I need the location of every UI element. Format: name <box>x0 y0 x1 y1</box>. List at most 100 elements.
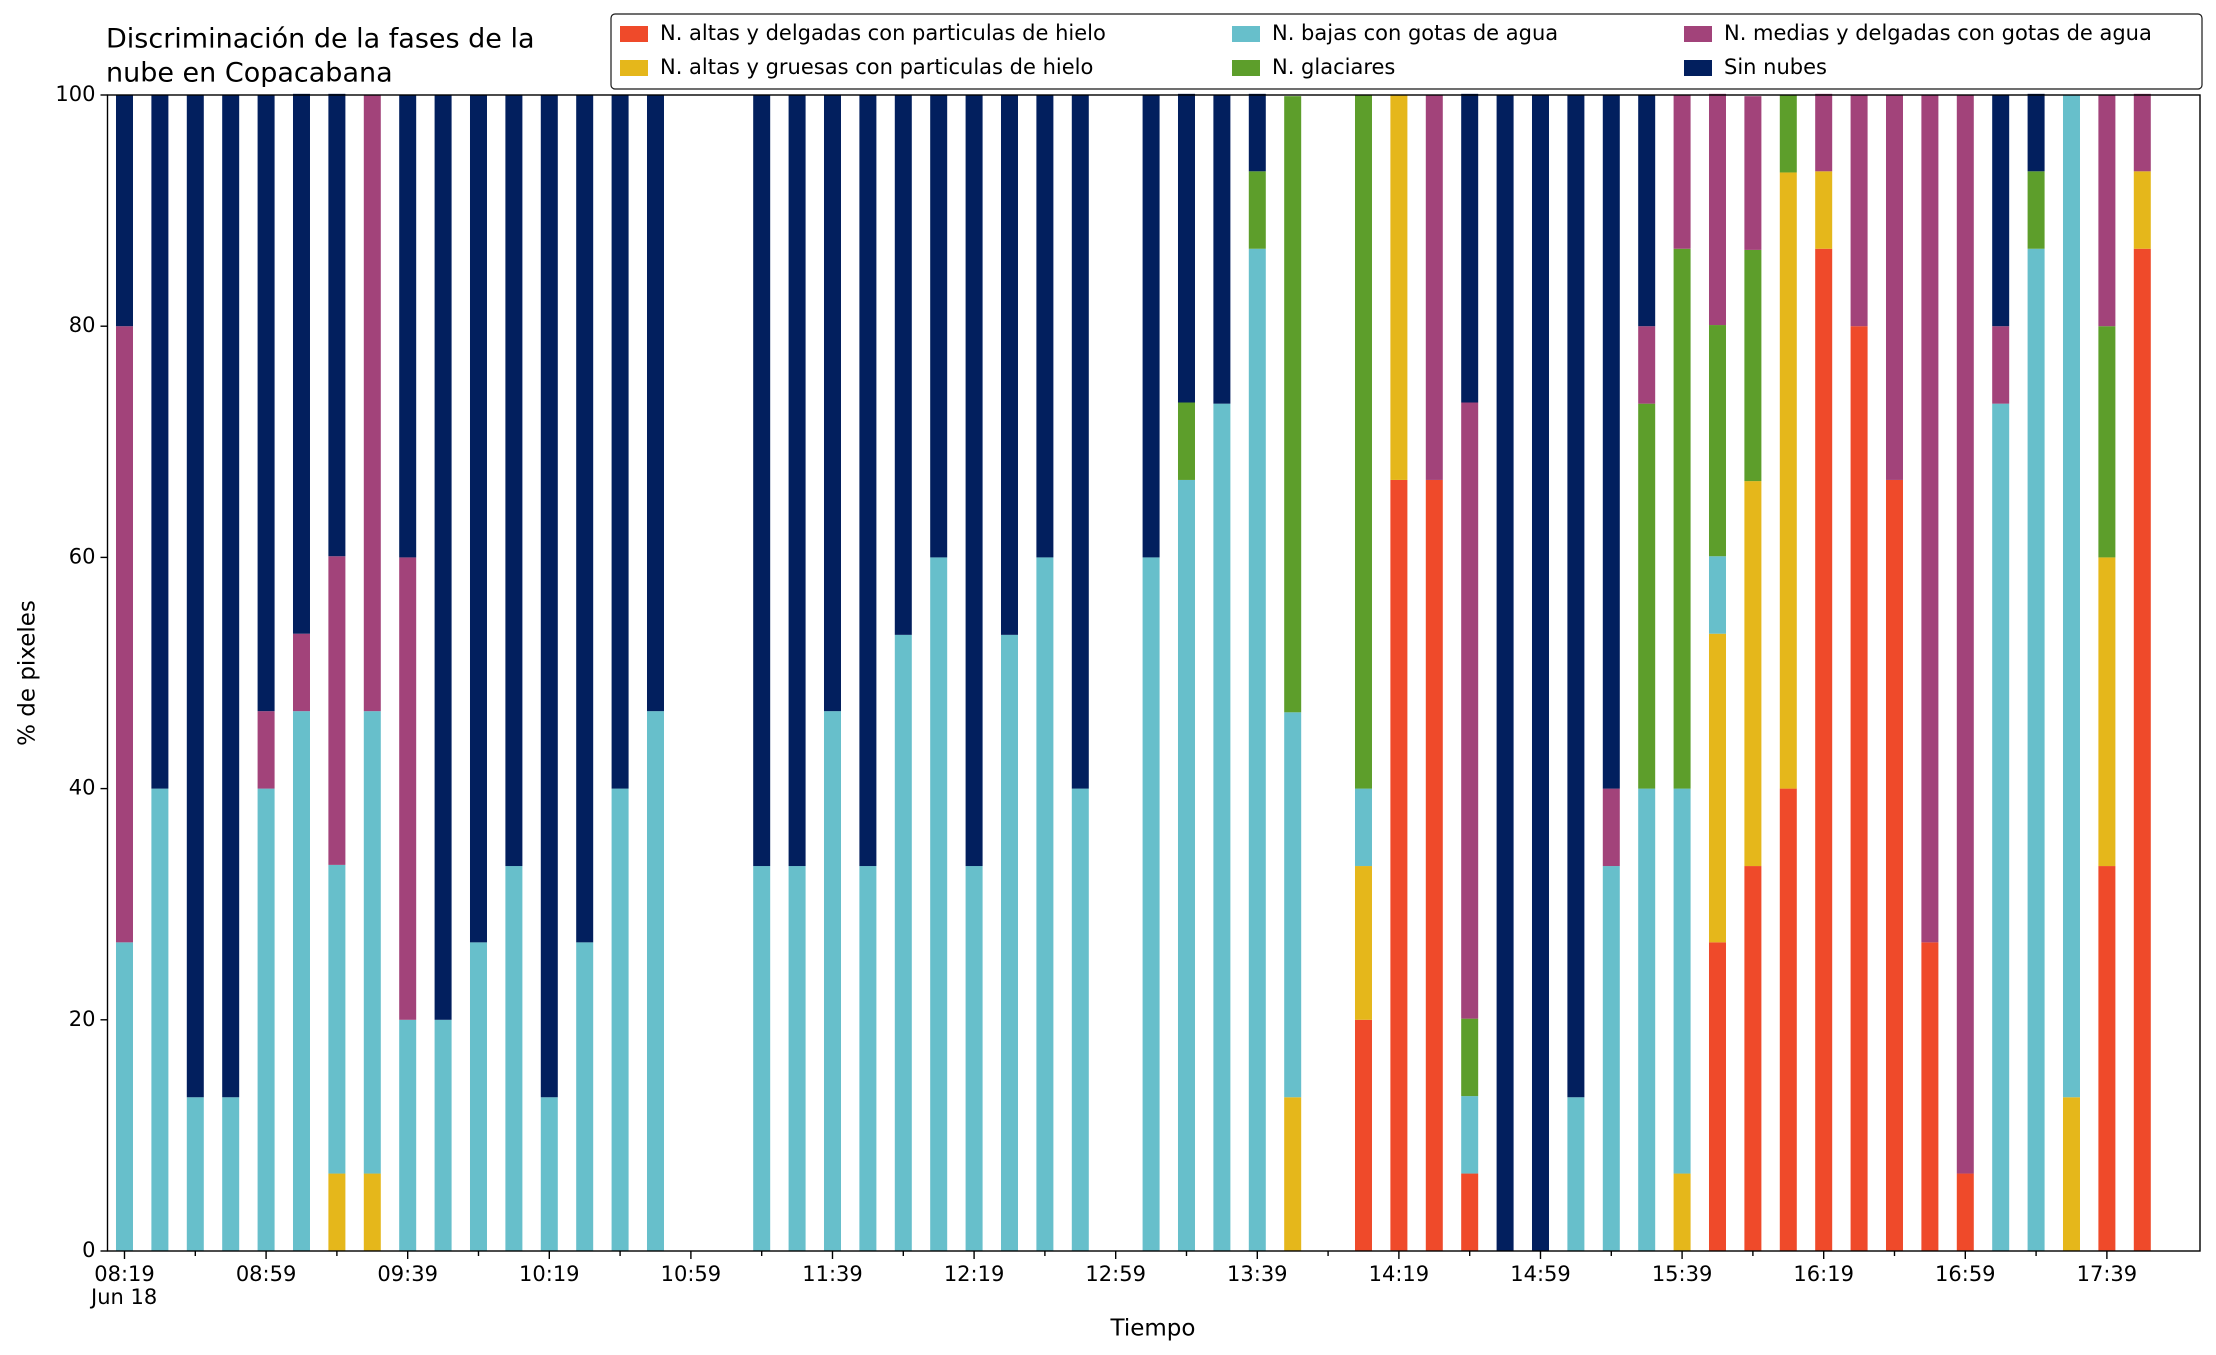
y-tick-label: 20 <box>69 1007 96 1031</box>
x-tick-label: 14:59 <box>1510 1262 1571 1286</box>
y-tick-label: 60 <box>69 544 96 568</box>
bar-segment <box>1177 93 1195 403</box>
x-tick-label: 11:39 <box>802 1262 863 1286</box>
bar-segment <box>1779 788 1797 1251</box>
legend-swatch <box>1684 60 1712 76</box>
bar-segment <box>2133 171 2151 249</box>
bar-segment <box>1673 95 1691 249</box>
legend-swatch <box>1232 60 1260 76</box>
bar-segment <box>2062 95 2080 1098</box>
bar-segment <box>2098 326 2116 558</box>
bar-segment <box>1744 249 1762 482</box>
bar-segment <box>2027 171 2045 249</box>
bar-segment <box>1815 171 1833 249</box>
bar-segment <box>1850 326 1868 1251</box>
plot-frame <box>106 94 2201 1252</box>
bar-segment <box>2027 248 2045 1252</box>
bar-segment <box>1850 95 1868 327</box>
bar-segment <box>505 95 523 867</box>
bar-segment <box>823 711 841 1251</box>
legend-swatch <box>1684 26 1712 42</box>
bar-segment <box>151 788 169 1251</box>
bar-segment <box>1354 866 1372 1020</box>
bar-segment <box>222 95 240 1098</box>
bar-segment <box>1708 942 1726 1251</box>
bar-segment <box>1461 1096 1479 1174</box>
bar-segment <box>753 95 771 867</box>
bar-segment <box>611 95 629 789</box>
bar-segment <box>328 93 346 557</box>
bar-segment <box>540 1097 558 1251</box>
bar-segment <box>1461 93 1479 403</box>
bar-segment <box>222 1097 240 1251</box>
bar-segment <box>115 326 133 943</box>
bar-segment <box>1284 712 1302 1098</box>
bar-segment <box>1921 942 1939 1251</box>
bar-segment <box>1177 479 1195 1251</box>
bar-segment <box>257 95 275 712</box>
bar-segment <box>1567 95 1585 1098</box>
chart-title: nube en Copacabana <box>106 58 393 89</box>
bar-segment <box>1779 172 1797 789</box>
bar-segment <box>576 942 594 1251</box>
bar-segment <box>292 633 310 712</box>
bar-segment <box>1425 95 1443 480</box>
bar-segment <box>1354 788 1372 867</box>
bar-segment <box>1142 557 1160 1251</box>
bar-segment <box>2027 93 2045 172</box>
bar-segment <box>434 1019 452 1251</box>
x-axis-label: Tiempo <box>1110 1316 1196 1342</box>
legend-label: N. altas y gruesas con particulas de hie… <box>660 55 1093 79</box>
bar-segment <box>1425 479 1443 1251</box>
bar-segment <box>328 1173 346 1251</box>
bar-segment <box>1992 403 2010 1252</box>
bar-segment <box>1602 866 1620 1251</box>
bar-segment <box>2098 866 2116 1251</box>
bar-segment <box>1248 248 1266 1252</box>
bar-segment <box>399 1019 417 1251</box>
bar-segment <box>1000 634 1018 1251</box>
bar-segment <box>859 95 877 867</box>
bar-segment <box>2062 1097 2080 1251</box>
bar-segment <box>611 788 629 1251</box>
bar-segment <box>576 95 594 943</box>
bar-segment <box>1531 95 1549 1251</box>
bar-segment <box>1744 96 1762 250</box>
bar-segment <box>1390 95 1408 480</box>
bar-segment <box>1071 788 1089 1251</box>
bar-segment <box>1956 1173 1974 1251</box>
x-tick-label: 12:19 <box>944 1262 1005 1286</box>
bar-segment <box>115 942 133 1251</box>
bar-segment <box>1213 95 1231 404</box>
bar-segment <box>1673 248 1691 789</box>
legend-label: N. glaciares <box>1272 55 1395 79</box>
bar-segment <box>363 711 381 1174</box>
x-tick-label: 15:39 <box>1652 1262 1713 1286</box>
bar-segment <box>1921 95 1939 943</box>
legend-label: N. altas y delgadas con particulas de hi… <box>660 21 1106 45</box>
bar-segment <box>399 95 417 558</box>
bar-segment <box>1071 95 1089 789</box>
legend-label: N. bajas con gotas de agua <box>1272 21 1558 45</box>
bar-segment <box>505 866 523 1251</box>
bar-segment <box>1708 93 1726 326</box>
bar-segment <box>1779 95 1797 173</box>
bar-segment <box>1461 402 1479 1019</box>
bar-segment <box>1354 95 1372 789</box>
y-tick-label: 40 <box>69 776 96 800</box>
bar-segment <box>1638 788 1656 1251</box>
bar-segment <box>894 95 912 635</box>
bar-segment <box>115 95 133 327</box>
x-tick-label: 16:59 <box>1935 1262 1996 1286</box>
bar-segment <box>753 866 771 1251</box>
bar-segment <box>1354 1019 1372 1251</box>
bar-segment <box>1284 1097 1302 1251</box>
legend-swatch <box>620 60 648 76</box>
x-tick-label: 12:59 <box>1085 1262 1146 1286</box>
bar-segment <box>1036 95 1054 558</box>
bar-segment <box>930 557 948 1251</box>
bar-segment <box>151 95 169 789</box>
legend-box <box>610 13 2203 90</box>
y-tick-label: 100 <box>55 82 95 106</box>
